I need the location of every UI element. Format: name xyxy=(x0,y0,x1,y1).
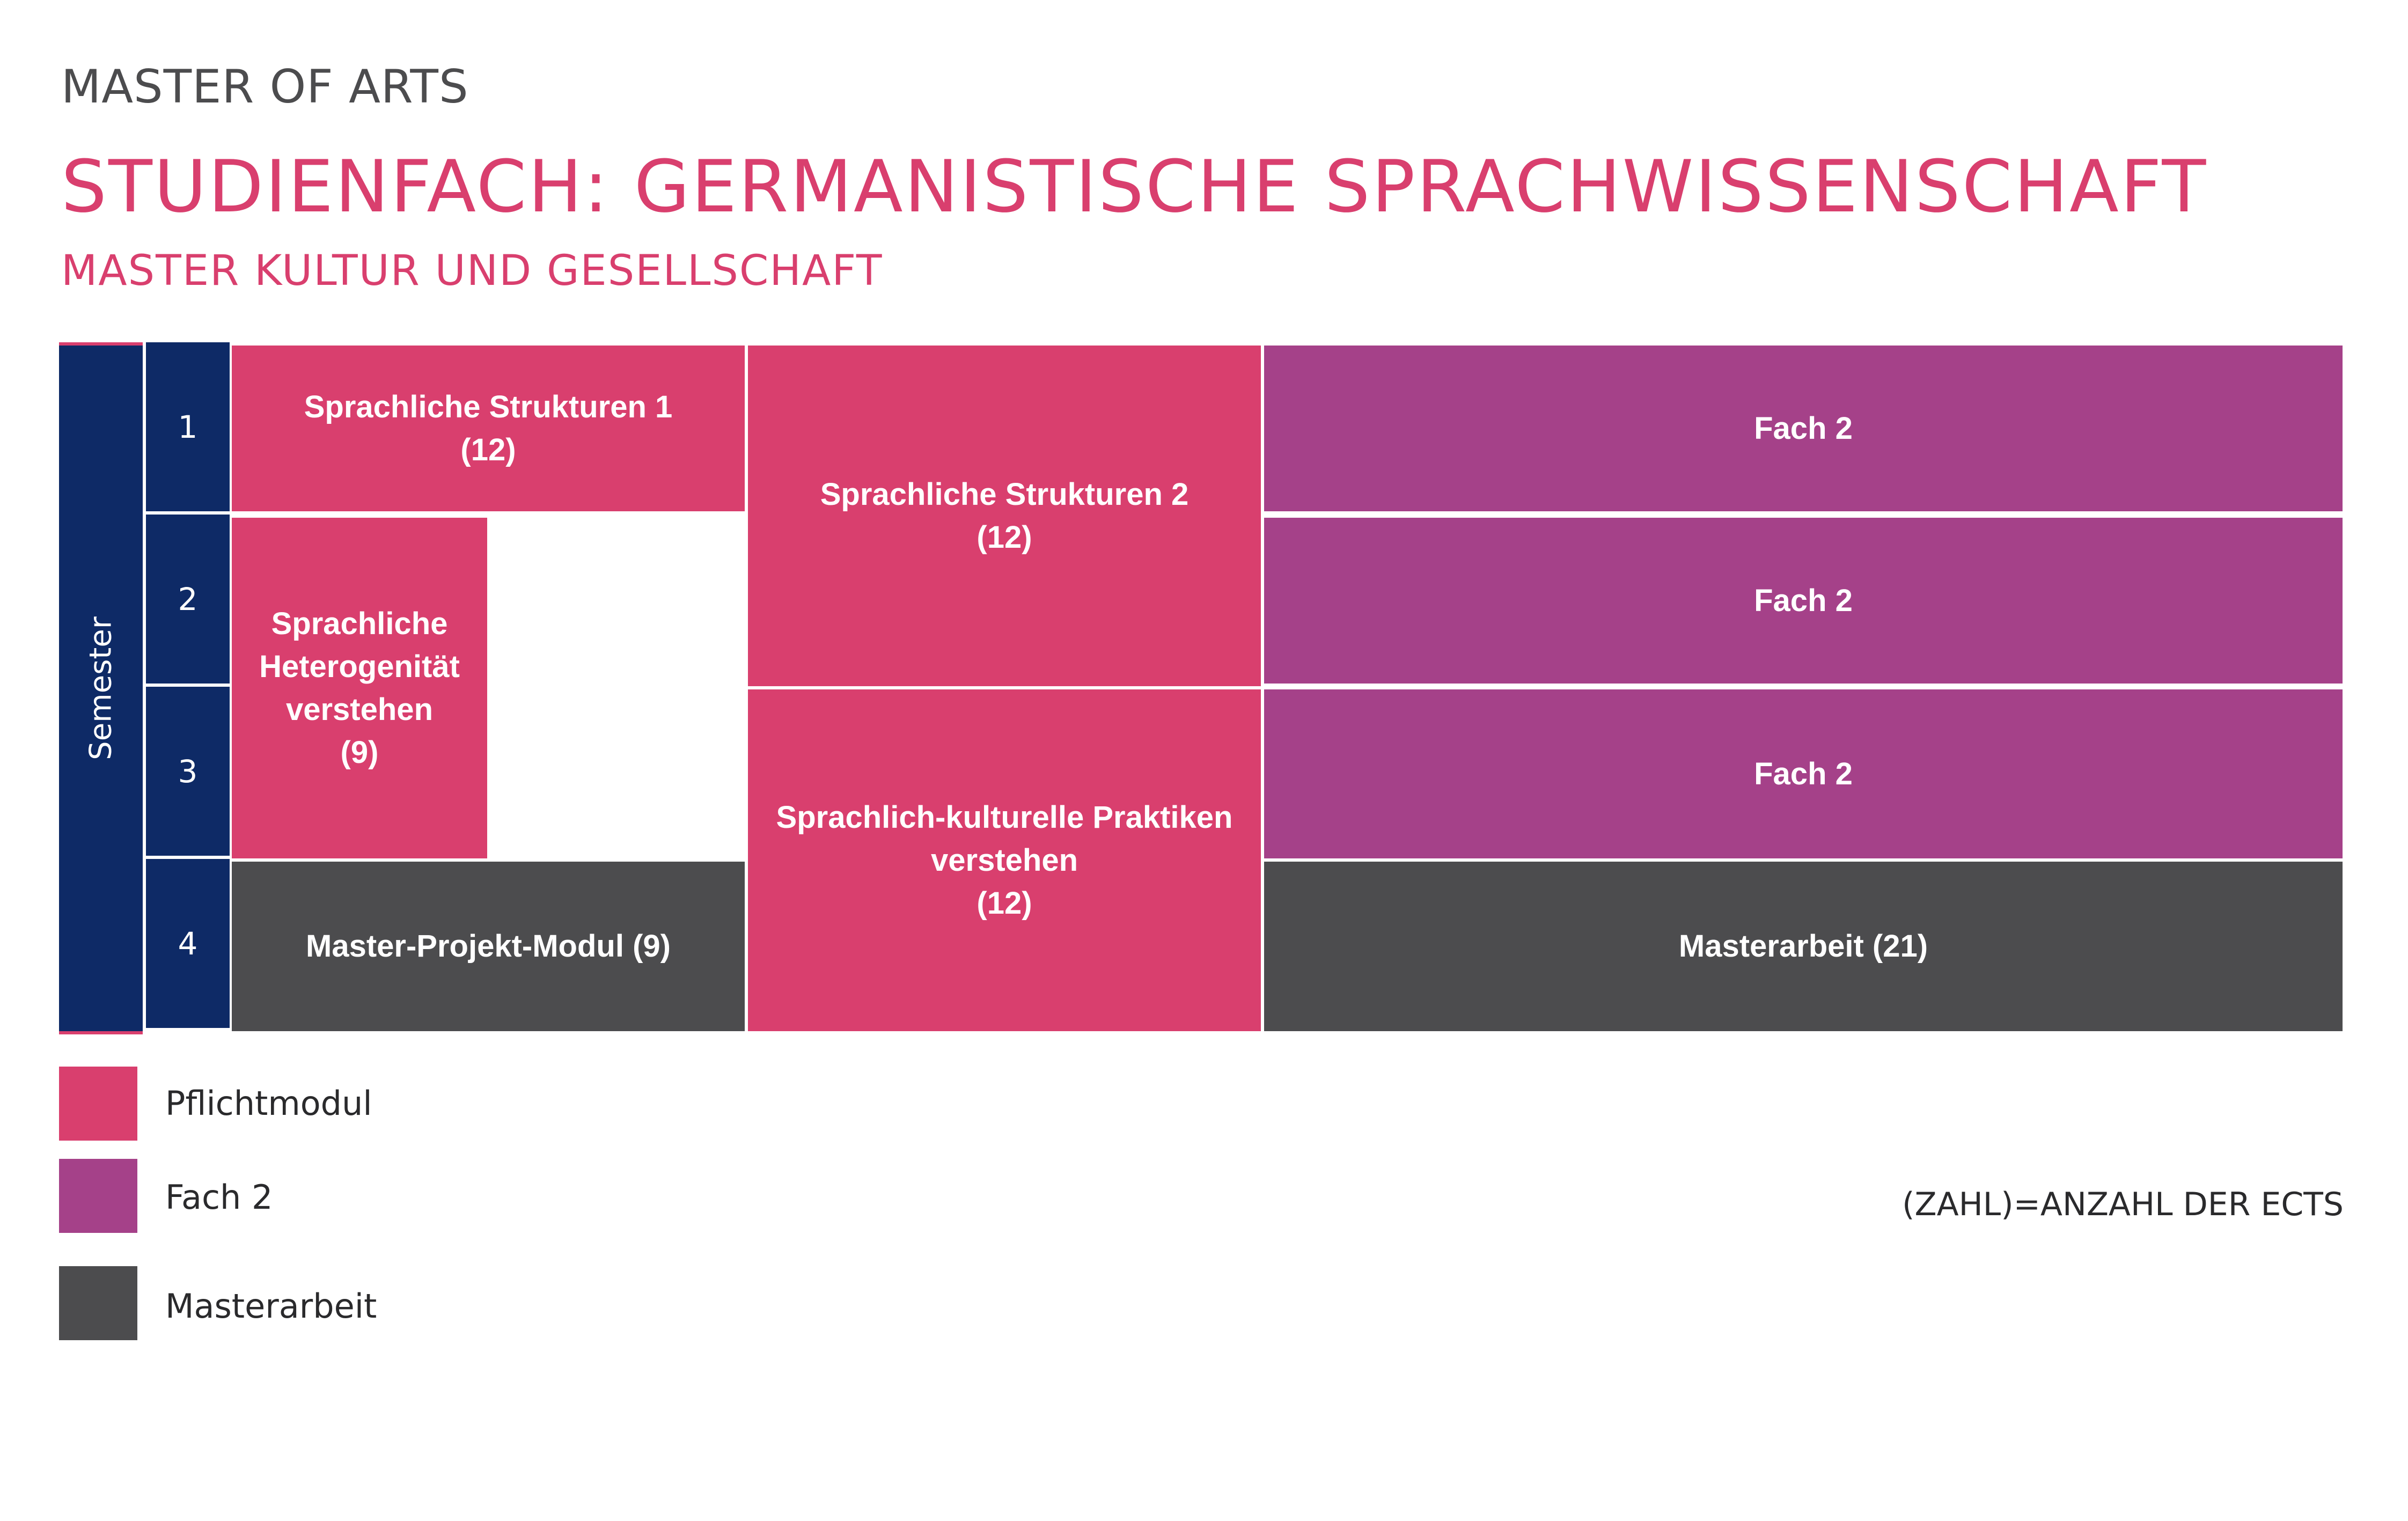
semester-number-3: 3 xyxy=(146,687,230,856)
module-ects: (12) xyxy=(977,519,1032,555)
module-name: Sprachliche Strukturen 2 xyxy=(820,476,1189,512)
module-sprachlich-kulturelle-praktiken: Sprachlich-kulturelle Praktiken verstehe… xyxy=(748,689,1261,1031)
semester-axis: Semester xyxy=(59,342,143,1034)
legend-swatch-masterarbeit xyxy=(59,1266,137,1340)
legend-swatch-fach2 xyxy=(59,1159,137,1233)
module-name: Fach 2 xyxy=(1754,410,1853,446)
semester-number-2: 2 xyxy=(146,515,230,684)
module-ects: (9) xyxy=(340,734,379,770)
module-name: Fach 2 xyxy=(1754,583,1853,618)
page-subtitle: MASTER KULTUR UND GESELLSCHAFT xyxy=(61,247,883,295)
module-sprachliche-heterogenitaet: Sprachliche Heterogenität verstehen (9) xyxy=(232,518,487,858)
module-name-line-1: Sprachlich-kulturelle Praktiken xyxy=(776,799,1233,835)
module-name: Masterarbeit (21) xyxy=(1678,929,1928,964)
module-name-line-1: Sprachliche xyxy=(271,606,448,641)
module-name-line-3: verstehen xyxy=(285,692,433,727)
semester-number-1: 1 xyxy=(146,342,230,511)
legend-label-masterarbeit: Masterarbeit xyxy=(165,1287,377,1326)
module-masterarbeit: Masterarbeit (21) xyxy=(1264,862,2343,1031)
module-name-line-2: Heterogenität xyxy=(259,649,460,684)
legend-label-fach2: Fach 2 xyxy=(165,1178,273,1217)
legend-swatch-pflichtmodul xyxy=(59,1067,137,1141)
module-name: Fach 2 xyxy=(1754,756,1853,791)
module-fach2-semester-3: Fach 2 xyxy=(1264,689,2343,858)
legend-label-pflichtmodul: Pflichtmodul xyxy=(165,1084,372,1123)
module-ects: (12) xyxy=(460,432,516,467)
module-ects: (12) xyxy=(977,885,1032,921)
ects-note: (ZAHL)=ANZAHL DER ECTS xyxy=(1902,1186,2344,1223)
degree-heading: MASTER OF ARTS xyxy=(61,60,469,114)
semester-number-4: 4 xyxy=(146,859,230,1028)
module-sprachliche-strukturen-1: Sprachliche Strukturen 1 (12) xyxy=(232,346,745,511)
module-name: Master-Projekt-Modul (9) xyxy=(306,929,671,964)
module-fach2-semester-1: Fach 2 xyxy=(1264,346,2343,511)
page-title: STUDIENFACH: GERMANISTISCHE SPRACHWISSEN… xyxy=(61,145,2208,229)
module-master-projekt-modul: Master-Projekt-Modul (9) xyxy=(232,862,745,1031)
module-name: Sprachliche Strukturen 1 xyxy=(304,389,673,424)
semester-axis-label: Semester xyxy=(83,616,119,760)
module-sprachliche-strukturen-2: Sprachliche Strukturen 2 (12) xyxy=(748,346,1261,686)
module-fach2-semester-2: Fach 2 xyxy=(1264,518,2343,684)
module-name-line-2: verstehen xyxy=(930,842,1078,878)
